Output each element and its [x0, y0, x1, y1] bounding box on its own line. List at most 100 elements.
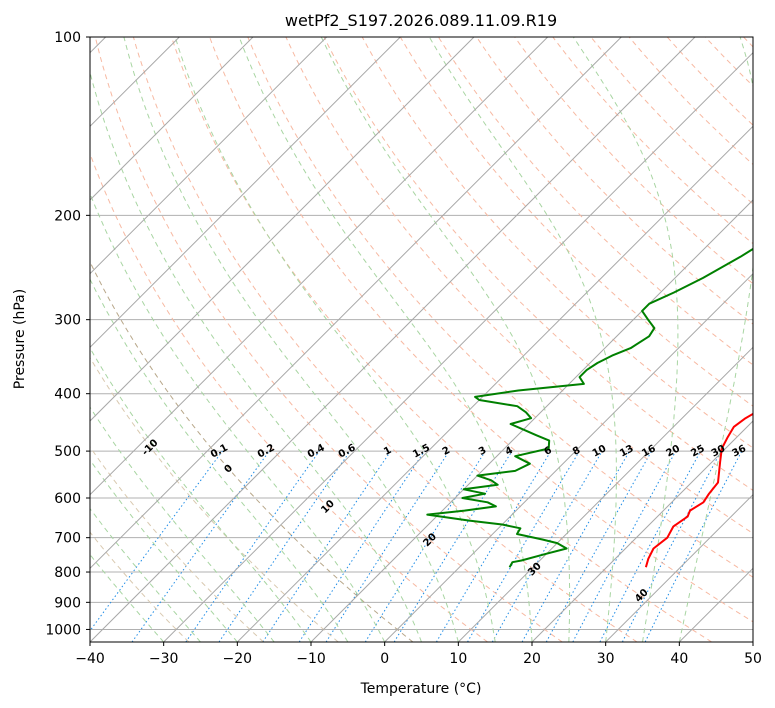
dry-adiabat-line	[590, 37, 753, 205]
dry-adiabat-line	[94, 37, 563, 642]
dry-adiabat-label: -10	[140, 437, 161, 458]
isotherm-line	[384, 272, 753, 642]
isotherm-line	[90, 37, 475, 422]
mixing-ratio-label: 8	[571, 445, 582, 458]
moist-adiabat-line	[90, 347, 312, 642]
x-tick-label: −40	[75, 651, 105, 667]
dry-adiabat-line	[90, 260, 414, 642]
isotherm-line	[605, 493, 753, 642]
mixing-ratio-line	[325, 450, 450, 642]
moist-adiabat-line	[90, 406, 275, 642]
mixing-ratio-line	[185, 450, 320, 642]
x-tick-label: 20	[523, 651, 541, 667]
y-axis-label: Pressure (hPa)	[12, 289, 28, 389]
y-tick-label: 900	[54, 595, 81, 611]
mixing-ratio-line	[393, 450, 513, 642]
isotherm-line	[90, 37, 254, 201]
mixing-ratio-label: 3	[477, 445, 488, 458]
y-tick-label: 200	[54, 208, 81, 224]
moist-adiabat-line	[90, 553, 165, 642]
y-tick-label: 1000	[45, 622, 81, 638]
dry-adiabat-line	[704, 37, 753, 87]
isotherm-line	[163, 51, 753, 642]
dry-adiabat-label: 20	[421, 531, 439, 549]
moist-adiabat-line	[238, 37, 533, 642]
mixing-ratio-label: 10	[591, 443, 608, 459]
dry-adiabat-line	[666, 37, 753, 126]
dry-adiabat-line	[437, 37, 753, 366]
moist-adiabat-line	[90, 70, 422, 642]
dry-adiabat-line	[743, 37, 753, 48]
dry-adiabat-line	[90, 152, 488, 642]
dry-adiabat-label: -20	[64, 414, 85, 435]
y-tick-label: 700	[54, 531, 81, 547]
mixing-ratio-line	[521, 450, 630, 642]
mixing-ratio-line	[131, 450, 270, 642]
moist-adiabat-line	[90, 192, 386, 642]
temperature-profile-line	[644, 412, 753, 568]
x-tick-label: 50	[744, 651, 762, 667]
x-tick-label: −20	[223, 651, 253, 667]
isotherm-line	[678, 567, 753, 642]
y-tick-label: 500	[54, 444, 81, 460]
mixing-ratio-label: 0.1	[209, 442, 230, 460]
isotherm-line	[752, 641, 753, 642]
mixing-ratio-label: 0.6	[337, 442, 358, 460]
isotherm-line	[90, 37, 696, 642]
isotherm-line	[531, 420, 753, 642]
dry-adiabat-label: -30	[0, 389, 11, 410]
moist-adiabat-line	[174, 37, 496, 642]
mixing-ratio-line	[218, 450, 351, 642]
isotherms	[90, 37, 753, 642]
profile-lines	[426, 247, 753, 568]
mixing-ratio-line	[491, 450, 603, 642]
mixing-ratio-label: 4	[504, 445, 515, 458]
moist-adiabats	[90, 37, 753, 642]
isotherm-line	[236, 125, 753, 642]
isotherm-line	[457, 346, 753, 642]
isotherm-line	[90, 37, 549, 496]
moist-adiabat-line	[428, 37, 617, 642]
y-axis: 100 200 300 400 500 600 700 800 900 1000	[45, 30, 90, 638]
mixing-ratio-line	[364, 450, 486, 642]
dry-adiabat-line	[90, 356, 339, 642]
x-tick-label: 0	[380, 651, 389, 667]
x-tick-label: 30	[597, 651, 615, 667]
x-axis: −40 −30 −20 −10 0 10 20 30 40 50	[75, 642, 762, 667]
y-tick-label: 400	[54, 387, 81, 403]
mixing-ratio-label: 20	[665, 443, 682, 459]
y-tick-label: 600	[54, 491, 81, 507]
x-tick-label: 40	[670, 651, 688, 667]
moist-adiabat-line	[90, 507, 201, 642]
y-tick-label: 800	[54, 565, 81, 581]
dry-adiabat-line	[285, 37, 753, 535]
mixing-ratio-lines	[90, 450, 743, 642]
dry-adiabat-line	[247, 37, 753, 578]
isotherm-line	[90, 37, 401, 349]
y-tick-label: 100	[54, 30, 81, 46]
dry-adiabat-line	[171, 37, 712, 642]
chart-title: wetPf2_S197.2026.089.11.09.R19	[285, 11, 557, 31]
moist-adiabat-line	[572, 37, 679, 642]
dry-adiabat-label: 30	[526, 561, 544, 579]
mixing-ratio-label: 36	[731, 443, 748, 459]
dry-adiabat-line	[132, 37, 638, 642]
moist-adiabat-line	[123, 37, 459, 642]
dry-adiabat-line	[90, 446, 264, 642]
dry-adiabat-line	[323, 37, 753, 491]
gridlines	[90, 37, 753, 630]
x-tick-label: −30	[149, 651, 179, 667]
mixing-ratio-line	[572, 450, 677, 642]
dry-adiabat-line	[90, 531, 190, 642]
mixing-ratio-label: 30	[710, 443, 727, 459]
mixing-ratio-line	[435, 450, 552, 642]
mixing-ratio-label: 0.4	[306, 442, 327, 460]
dry-adiabat-line	[399, 37, 753, 407]
mixing-ratio-line	[298, 450, 425, 642]
mixing-ratio-label: 6	[542, 445, 553, 458]
mixing-ratio-label: 2	[441, 445, 452, 458]
plot-frame	[89, 36, 754, 643]
moist-adiabat-line	[90, 278, 349, 642]
dry-adiabat-line	[209, 37, 753, 623]
